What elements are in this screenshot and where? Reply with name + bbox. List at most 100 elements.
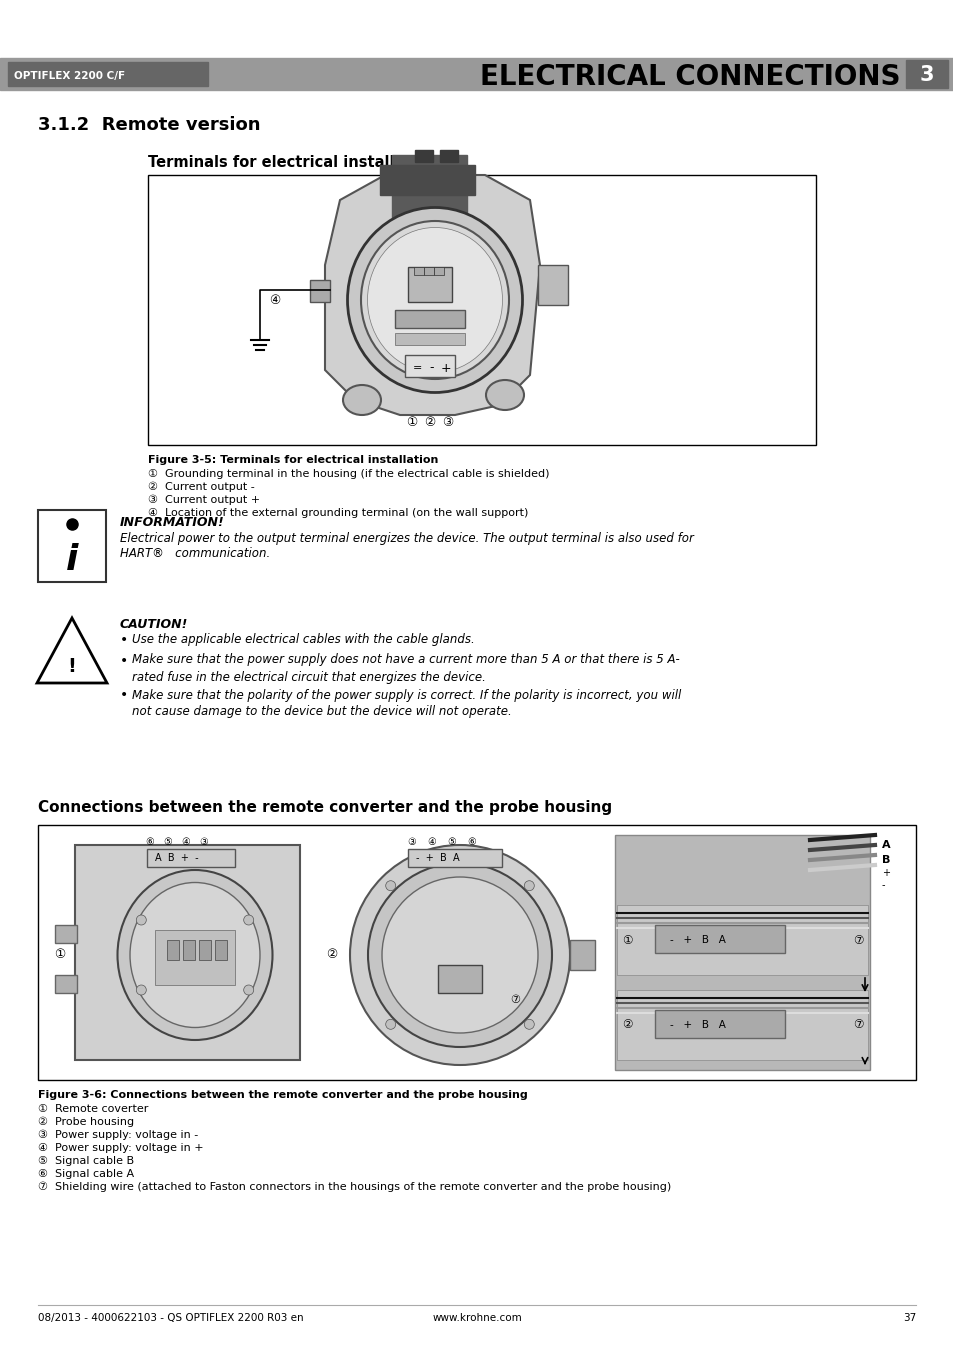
Bar <box>8 62 208 86</box>
Bar <box>905 59 947 88</box>
Text: ④: ④ <box>181 838 191 847</box>
Bar <box>408 267 452 303</box>
Bar <box>395 309 464 328</box>
Text: ③: ③ <box>407 838 416 847</box>
Bar <box>423 267 434 276</box>
Text: ②: ② <box>326 948 337 962</box>
Text: ①  Remote coverter: ① Remote coverter <box>38 1104 149 1115</box>
Ellipse shape <box>347 208 522 393</box>
Bar <box>439 150 457 162</box>
Text: +: + <box>882 867 889 878</box>
Circle shape <box>243 915 253 925</box>
Text: ⑤  Signal cable B: ⑤ Signal cable B <box>38 1156 134 1166</box>
Bar <box>310 280 330 303</box>
Text: 3.1.2  Remote version: 3.1.2 Remote version <box>38 116 260 134</box>
Bar <box>655 925 784 952</box>
Ellipse shape <box>485 380 523 409</box>
Text: 37: 37 <box>902 1313 915 1323</box>
Bar <box>392 155 467 220</box>
Bar <box>415 150 433 162</box>
Circle shape <box>524 881 534 890</box>
Bar <box>379 165 475 195</box>
Bar <box>437 965 481 993</box>
Text: ①: ① <box>621 934 632 947</box>
Text: 3: 3 <box>919 65 933 85</box>
Bar <box>617 990 867 1061</box>
Bar <box>214 940 227 961</box>
Text: OPTIFLEX 2200 C/F: OPTIFLEX 2200 C/F <box>14 72 125 81</box>
Bar <box>569 940 595 970</box>
Text: ④: ④ <box>269 293 280 307</box>
Text: -: - <box>429 362 434 374</box>
Text: ①  Grounding terminal in the housing (if the electrical cable is shielded): ① Grounding terminal in the housing (if … <box>148 469 549 480</box>
Circle shape <box>385 1019 395 1029</box>
Text: HART®   communication.: HART® communication. <box>120 547 270 561</box>
Bar <box>183 940 194 961</box>
Bar <box>148 176 815 444</box>
Text: ②  Current output -: ② Current output - <box>148 482 254 492</box>
Circle shape <box>368 863 552 1047</box>
Ellipse shape <box>130 882 260 1028</box>
Bar <box>537 265 567 305</box>
Bar <box>55 925 77 943</box>
Text: Terminals for electrical installation: Terminals for electrical installation <box>148 155 436 170</box>
Text: A: A <box>882 840 890 850</box>
Text: +: + <box>440 362 451 374</box>
Text: ②: ② <box>424 416 436 430</box>
Bar <box>405 355 455 377</box>
Text: Make sure that the polarity of the power supply is correct. If the polarity is i: Make sure that the polarity of the power… <box>132 689 680 719</box>
Circle shape <box>350 844 569 1065</box>
Text: ①: ① <box>54 948 66 962</box>
Bar <box>615 835 869 1070</box>
Circle shape <box>136 985 146 994</box>
Text: Use the applicable electrical cables with the cable glands.: Use the applicable electrical cables wit… <box>132 634 475 646</box>
Text: -: - <box>882 880 884 890</box>
Text: !: ! <box>68 658 76 677</box>
Text: ④  Power supply: voltage in +: ④ Power supply: voltage in + <box>38 1143 203 1152</box>
Bar <box>167 940 179 961</box>
Bar <box>55 975 77 993</box>
Text: ①: ① <box>406 416 417 430</box>
Text: ③: ③ <box>199 838 208 847</box>
Text: ⑦: ⑦ <box>510 994 519 1005</box>
Bar <box>434 267 443 276</box>
Text: CAUTION!: CAUTION! <box>120 617 188 631</box>
Bar <box>0 58 953 91</box>
Ellipse shape <box>367 227 502 373</box>
Text: ⑤: ⑤ <box>164 838 172 847</box>
Text: Electrical power to the output terminal energizes the device. The output termina: Electrical power to the output terminal … <box>120 532 693 544</box>
Polygon shape <box>325 176 539 415</box>
Text: •: • <box>120 689 128 703</box>
Text: ⑦  Shielding wire (attached to Faston connectors in the housings of the remote c: ⑦ Shielding wire (attached to Faston con… <box>38 1182 671 1193</box>
Bar <box>655 1011 784 1038</box>
Bar <box>38 509 106 582</box>
Bar <box>395 332 464 345</box>
Text: ⑤: ⑤ <box>447 838 456 847</box>
Text: ⑦: ⑦ <box>852 934 862 947</box>
Bar <box>154 929 234 985</box>
Text: 08/2013 - 4000622103 - QS OPTIFLEX 2200 R03 en: 08/2013 - 4000622103 - QS OPTIFLEX 2200 … <box>38 1313 303 1323</box>
Ellipse shape <box>117 870 273 1040</box>
Ellipse shape <box>343 385 380 415</box>
Polygon shape <box>37 617 107 684</box>
Text: ②  Probe housing: ② Probe housing <box>38 1117 134 1127</box>
Text: Figure 3-5: Terminals for electrical installation: Figure 3-5: Terminals for electrical ins… <box>148 455 438 465</box>
Text: ④  Location of the external grounding terminal (on the wall support): ④ Location of the external grounding ter… <box>148 508 528 517</box>
Bar <box>75 844 299 1061</box>
Text: i: i <box>66 543 78 577</box>
Text: -   +   B   A: - + B A <box>669 935 725 944</box>
Text: ELECTRICAL CONNECTIONS: ELECTRICAL CONNECTIONS <box>479 63 900 91</box>
Text: ③  Current output +: ③ Current output + <box>148 494 260 505</box>
Bar <box>408 848 501 867</box>
Text: •: • <box>120 634 128 647</box>
Text: -  +  B  A: - + B A <box>416 852 459 863</box>
Text: Connections between the remote converter and the probe housing: Connections between the remote converter… <box>38 800 612 815</box>
Bar <box>147 848 234 867</box>
Circle shape <box>381 877 537 1034</box>
Text: ③  Power supply: voltage in -: ③ Power supply: voltage in - <box>38 1129 198 1140</box>
Text: ②: ② <box>621 1019 632 1032</box>
Text: -   +   B   A: - + B A <box>669 1020 725 1029</box>
Bar <box>38 825 915 1079</box>
Circle shape <box>385 881 395 890</box>
Bar <box>414 267 423 276</box>
